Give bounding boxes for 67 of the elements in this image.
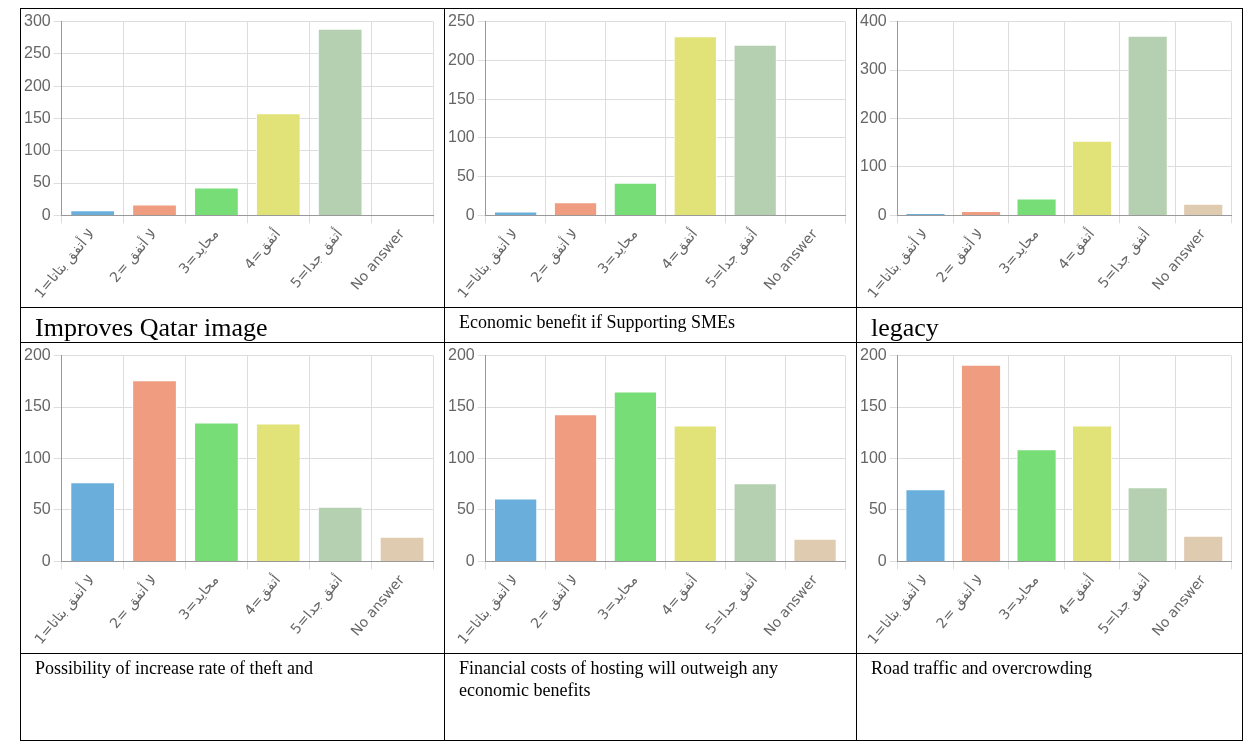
text: Financial costs of hosting will outweigh any economic benefits	[458, 657, 779, 702]
x-tick-label: 2= لا أتفق	[931, 225, 987, 286]
text: Improves Qatar image	[34, 312, 269, 342]
x-tick-label: 3=محايد	[175, 225, 222, 277]
y-tick-label: 300	[23, 12, 51, 30]
y-tick-label: 100	[447, 448, 475, 466]
y-tick-label: 50	[456, 167, 475, 185]
y-tick-label: 100	[859, 448, 887, 466]
text: legacy	[870, 312, 940, 342]
y-tick-label: 100	[447, 128, 475, 146]
x-tick-label: 1=لا أتفق بتاتا	[30, 571, 99, 648]
x-tick-label: 1=لا أتفق بتاتا	[863, 225, 932, 302]
x-tick-label: 5=أتفق جدا	[701, 225, 762, 292]
x-tick-label: 5=أتفق جدا	[701, 571, 762, 638]
x-tick-label: 3=محايد	[995, 571, 1042, 623]
y-tick-label: 0	[41, 205, 51, 223]
y-tick-label: 400	[859, 12, 887, 30]
y-tick-label: 200	[859, 108, 887, 126]
y-tick-label: 200	[23, 346, 51, 364]
y-tick-label: 250	[447, 12, 475, 30]
x-tick-label: 3=محايد	[995, 225, 1042, 277]
x-tick-label: 3=محايد	[594, 571, 641, 623]
y-tick-label: 0	[465, 551, 475, 569]
y-tick-label: 250	[23, 44, 51, 62]
x-tick-label: 1=لا أتفق بتاتا	[453, 225, 522, 302]
x-tick-label: 4=أتفق	[240, 225, 285, 273]
text: Road traffic and overcrowding	[870, 657, 1094, 680]
x-tick-label: 3=محايد	[175, 571, 222, 623]
y-tick-label: 50	[456, 500, 475, 518]
y-tick-label: 0	[465, 205, 475, 223]
x-tick-label: 5=أتفق جدا	[286, 571, 347, 638]
y-tick-label: 100	[23, 141, 51, 159]
x-tick-label: 1=لا أتفق بتاتا	[30, 225, 99, 302]
y-tick-label: 50	[32, 500, 51, 518]
y-tick-label: 150	[447, 397, 475, 415]
x-tick-label: 2= لا أتفق	[105, 225, 161, 286]
y-tick-label: 300	[859, 60, 887, 78]
y-tick-label: 200	[23, 76, 51, 94]
x-tick-label: 4=أتفق	[240, 571, 285, 619]
x-tick-label: 2= لا أتفق	[526, 225, 582, 286]
y-tick-label: 0	[877, 205, 887, 223]
y-tick-label: 100	[23, 448, 51, 466]
text: Possibility of increase rate of theft and	[34, 657, 314, 680]
y-tick-label: 150	[23, 108, 51, 126]
x-tick-label: 2= لا أتفق	[526, 571, 582, 632]
y-tick-label: 150	[23, 397, 51, 415]
x-tick-label: 2= لا أتفق	[105, 571, 161, 632]
x-tick-label: 5=أتفق جدا	[286, 225, 347, 292]
text: Economic benefit if Supporting SMEs	[458, 311, 736, 334]
y-tick-label: 50	[32, 173, 51, 191]
y-tick-label: 150	[447, 89, 475, 107]
x-tick-label: 4=أتفق	[1053, 571, 1099, 619]
y-tick-label: 0	[41, 551, 51, 569]
y-tick-label: 200	[447, 346, 475, 364]
x-tick-label: 1=لا أتفق بتاتا	[863, 571, 932, 648]
y-tick-label: 50	[868, 500, 887, 518]
x-tick-label: 4=أتفق	[657, 225, 702, 273]
y-tick-label: 200	[859, 346, 887, 364]
y-tick-label: 100	[859, 157, 887, 175]
x-tick-label: 1=لا أتفق بتاتا	[453, 571, 522, 648]
y-tick-label: 200	[447, 50, 475, 68]
y-tick-label: 150	[859, 397, 887, 415]
y-tick-label: 0	[877, 551, 887, 569]
x-tick-label: 2= لا أتفق	[931, 571, 987, 632]
x-tick-label: 3=محايد	[594, 225, 641, 277]
x-tick-label: 4=أتفق	[1053, 225, 1099, 273]
x-tick-label: 4=أتفق	[657, 571, 702, 619]
